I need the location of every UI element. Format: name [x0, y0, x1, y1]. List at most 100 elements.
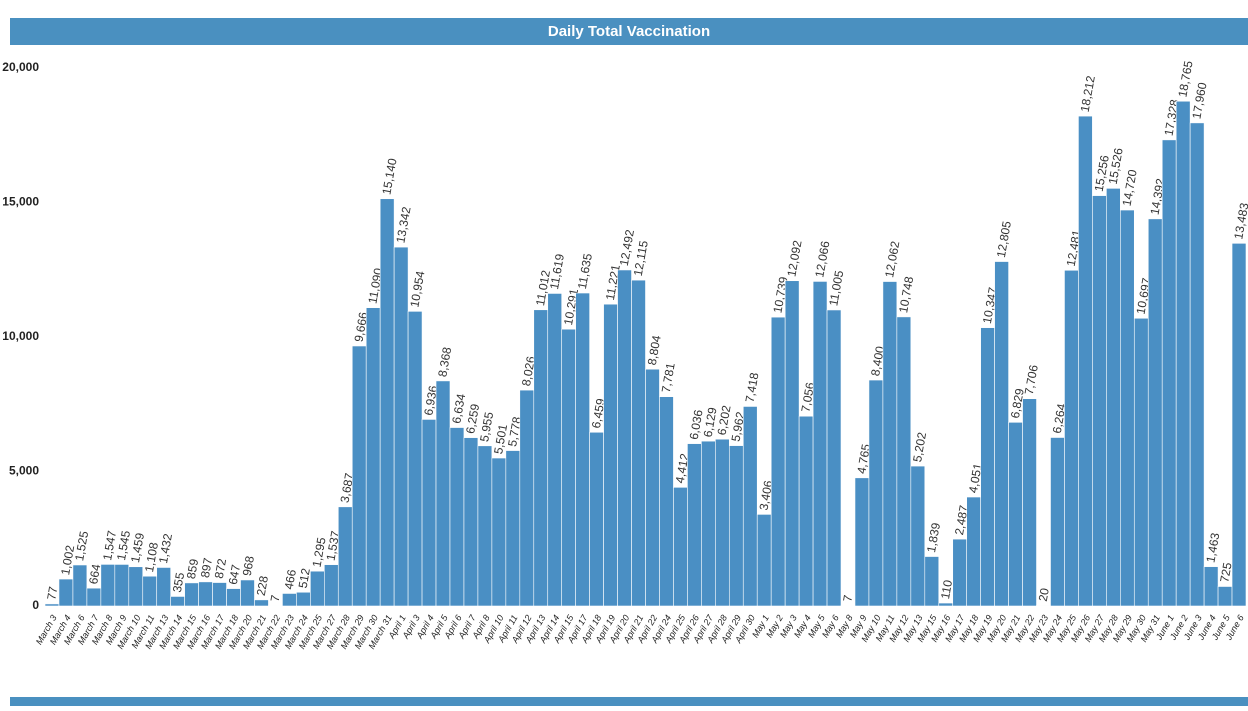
bottom-banner: [10, 697, 1248, 706]
bar: [632, 280, 646, 606]
bar: [1050, 437, 1064, 606]
bar: [157, 567, 171, 606]
value-label: 77: [44, 585, 60, 601]
value-label: 11,005: [826, 269, 846, 307]
bar: [604, 304, 618, 606]
bar: [1204, 567, 1218, 606]
bar: [883, 282, 897, 606]
bar: [1037, 605, 1051, 606]
bar: [199, 582, 213, 606]
value-label: 17,960: [1189, 81, 1209, 120]
bar: [143, 576, 157, 606]
bar: [115, 564, 129, 606]
bar: [562, 329, 576, 606]
bar: [771, 317, 785, 606]
value-label: 1,839: [924, 521, 943, 553]
value-label: 12,092: [784, 239, 804, 278]
bar: [171, 596, 185, 606]
y-tick-label: 20,000: [2, 60, 39, 74]
bar: [757, 514, 771, 606]
bar: [1023, 399, 1037, 606]
chart-title: Daily Total Vaccination: [548, 23, 710, 40]
bar: [1064, 270, 1078, 606]
bar: [59, 579, 73, 606]
value-label: 8,804: [645, 334, 664, 366]
value-label: 7,781: [659, 361, 678, 393]
value-label: 11,635: [575, 252, 595, 290]
value-label: 1,525: [72, 530, 91, 562]
bar: [45, 604, 59, 606]
bar: [1106, 188, 1120, 606]
bar: [743, 406, 757, 606]
value-label: 15,526: [1106, 147, 1126, 186]
bar: [646, 369, 660, 606]
bar: [576, 293, 590, 606]
bar: [101, 564, 115, 606]
bar: [1092, 196, 1106, 606]
bar: [855, 478, 869, 606]
bar: [939, 603, 953, 606]
value-label: 10,748: [896, 275, 916, 314]
value-label: 228: [254, 574, 271, 596]
bar: [981, 328, 995, 606]
value-label: 7: [840, 594, 855, 603]
value-label: 5,202: [910, 431, 929, 463]
value-label: 15,140: [379, 157, 399, 196]
bar: [450, 428, 464, 606]
value-label: 11,619: [547, 252, 567, 290]
bar: [1078, 116, 1092, 606]
value-label: 12,805: [994, 220, 1014, 259]
bar: [785, 281, 799, 606]
bar: [1134, 318, 1148, 606]
bar: [953, 539, 967, 606]
value-label: 8,368: [435, 346, 454, 378]
value-label: 20: [1036, 587, 1052, 603]
bar: [366, 308, 380, 606]
bar: [254, 600, 268, 606]
bar: [185, 583, 199, 606]
bar: [1190, 123, 1204, 606]
value-label: 14,720: [1120, 168, 1140, 207]
bar: [213, 583, 227, 606]
bar: [324, 565, 338, 606]
value-label: 7,706: [1022, 363, 1041, 395]
bar: [296, 592, 310, 606]
bar: [799, 416, 813, 606]
bar: [687, 444, 701, 606]
bar: [590, 432, 604, 606]
bar: [995, 262, 1009, 606]
bar: [897, 317, 911, 606]
bar: [380, 199, 394, 606]
y-tick-label: 0: [32, 598, 39, 612]
bar: [659, 397, 673, 606]
bar: [673, 487, 687, 606]
value-label: 1,432: [156, 532, 175, 564]
bar: [1176, 101, 1190, 606]
bar: [520, 390, 534, 606]
bar: [422, 419, 436, 606]
bar: [729, 446, 743, 606]
bar: [925, 557, 939, 606]
value-label: 18,765: [1175, 59, 1195, 98]
bar: [352, 346, 366, 606]
bar: [869, 380, 883, 606]
bar: [506, 451, 520, 606]
y-tick-label: 5,000: [9, 464, 39, 478]
bar: [241, 580, 255, 606]
bar: [464, 438, 478, 606]
value-label: 7,418: [743, 371, 762, 403]
bar: [492, 458, 506, 606]
bar: [1009, 422, 1023, 606]
value-label: 7: [268, 594, 283, 603]
bar: [87, 588, 101, 606]
value-label: 968: [240, 555, 257, 577]
value-label: 1,463: [1203, 531, 1222, 563]
value-label: 10,954: [407, 270, 427, 309]
bar: [967, 497, 981, 606]
bar: [408, 311, 422, 606]
bar: [548, 293, 562, 606]
bar: [310, 571, 324, 606]
bar: [227, 589, 241, 606]
bar: [282, 593, 296, 606]
